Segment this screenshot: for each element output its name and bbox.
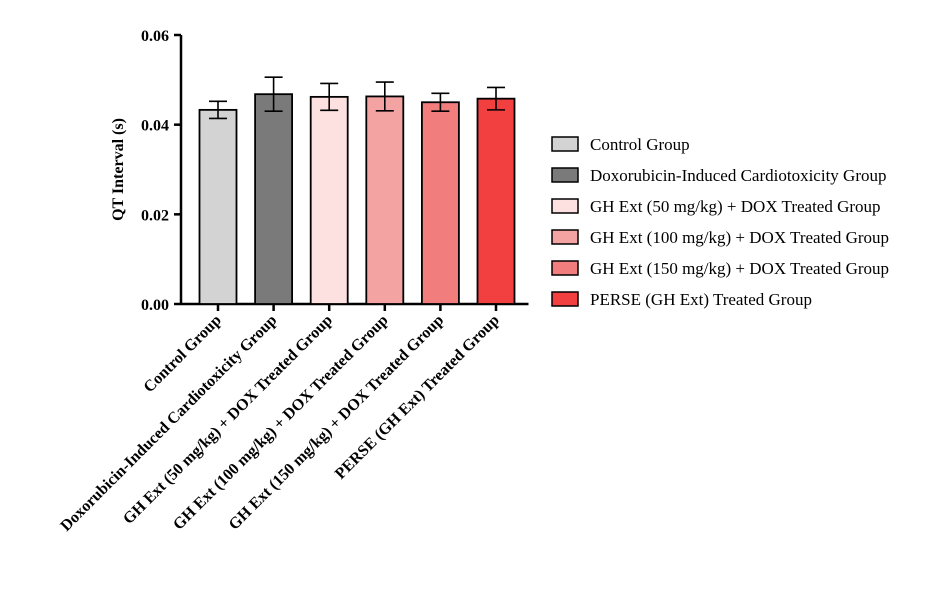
y-axis-title: QT Interval (s) [110,118,127,221]
y-tick-label: 0.04 [141,118,169,135]
bar [420,101,460,305]
legend-label: Doxorubicin-Induced Cardiotoxicity Group [590,166,887,185]
legend-label: GH Ext (50 mg/kg) + DOX Treated Group [590,197,881,216]
y-tick-label: 0.00 [141,297,169,314]
x-tick-label: GH Ext (50 mg/kg) + DOX Treated Group [120,312,336,528]
legend-swatch [551,229,579,245]
legend-label: GH Ext (100 mg/kg) + DOX Treated Group [590,228,889,247]
bar [254,93,294,305]
bar [198,108,238,305]
legend-swatch [551,260,579,276]
chart-bars [198,76,516,305]
legend-swatch [551,198,579,214]
legend-swatch [551,136,579,152]
legend-swatch [551,167,579,183]
chart-axes: 0.00 0.02 0.04 0.06 QT Interval (s) [110,28,529,314]
chart-legend: Control Group Doxorubicin-Induced Cardiot… [551,135,889,309]
y-tick-label: 0.02 [141,207,169,224]
legend-label: Control Group [590,135,690,154]
bar [365,95,405,305]
y-tick-label: 0.06 [141,28,169,45]
legend-label: PERSE (GH Ext) Treated Group [590,290,812,309]
legend-label: GH Ext (150 mg/kg) + DOX Treated Group [590,259,889,278]
bar [309,95,349,305]
bar [476,97,516,305]
legend-swatch [551,291,579,307]
